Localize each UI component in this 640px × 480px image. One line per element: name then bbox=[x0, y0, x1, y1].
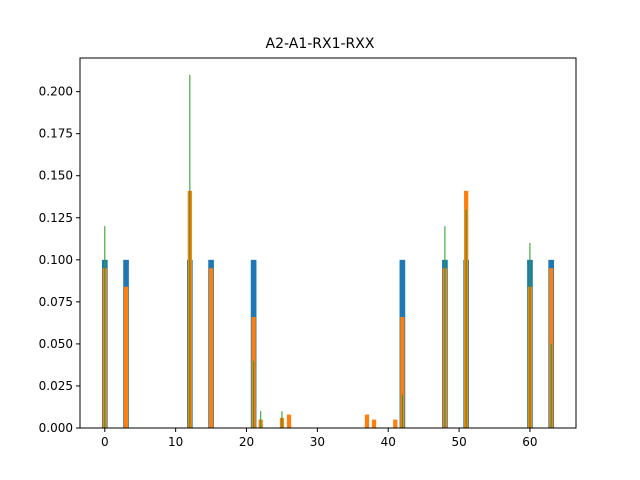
bars-layer bbox=[101, 74, 555, 429]
y-tick-label-7: 0.175 bbox=[39, 127, 73, 141]
bar-s2-x3 bbox=[123, 286, 129, 428]
x-tick-label-20: 20 bbox=[239, 435, 254, 449]
bar-s3-x21 bbox=[253, 360, 255, 428]
y-axis: 0.000 0.025 0.050 0.075 0.100 0.125 0.150 0.175… bbox=[39, 85, 80, 435]
bar-s3-x48 bbox=[444, 226, 446, 428]
x-axis: 0 10 20 30 40 50 60 bbox=[101, 428, 538, 449]
y-tick-label-5: 0.125 bbox=[39, 211, 73, 225]
bar-s3-x0 bbox=[104, 226, 106, 428]
bar-s2-x42 bbox=[400, 317, 405, 428]
bar-s3-x63 bbox=[550, 343, 552, 428]
y-tick-label-2: 0.050 bbox=[39, 337, 73, 351]
y-tick-label-4: 0.100 bbox=[39, 253, 73, 267]
bar-s2-x38 bbox=[371, 419, 377, 428]
x-tick-label-0: 0 bbox=[101, 435, 109, 449]
y-tick-label-0: 0.000 bbox=[39, 421, 73, 435]
plot-frame bbox=[79, 57, 577, 429]
bar-s3-x60 bbox=[529, 243, 531, 428]
x-tick-label-50: 50 bbox=[451, 435, 466, 449]
y-tick-label-6: 0.150 bbox=[39, 169, 73, 183]
y-tick-label-1: 0.025 bbox=[39, 379, 73, 393]
bar-s3-x51 bbox=[465, 209, 467, 428]
y-tick-label-3: 0.075 bbox=[39, 295, 73, 309]
bar-s3-x25 bbox=[281, 411, 283, 428]
chart-title: A2-A1-RX1-RXX bbox=[266, 36, 375, 52]
bar-s2-x26 bbox=[286, 414, 292, 428]
bar-s3-x22 bbox=[260, 411, 262, 428]
bar-s2-x15 bbox=[208, 268, 214, 428]
bar-s2-x37 bbox=[364, 414, 370, 428]
bar-s3-x12 bbox=[189, 74, 191, 429]
x-tick-label-60: 60 bbox=[522, 435, 537, 449]
bar-s3-x42 bbox=[401, 394, 403, 428]
x-tick-label-40: 40 bbox=[381, 435, 396, 449]
x-tick-label-30: 30 bbox=[310, 435, 325, 449]
bar-s2-x41 bbox=[393, 419, 398, 428]
x-tick-label-10: 10 bbox=[168, 435, 183, 449]
y-tick-label-8: 0.200 bbox=[39, 85, 73, 99]
